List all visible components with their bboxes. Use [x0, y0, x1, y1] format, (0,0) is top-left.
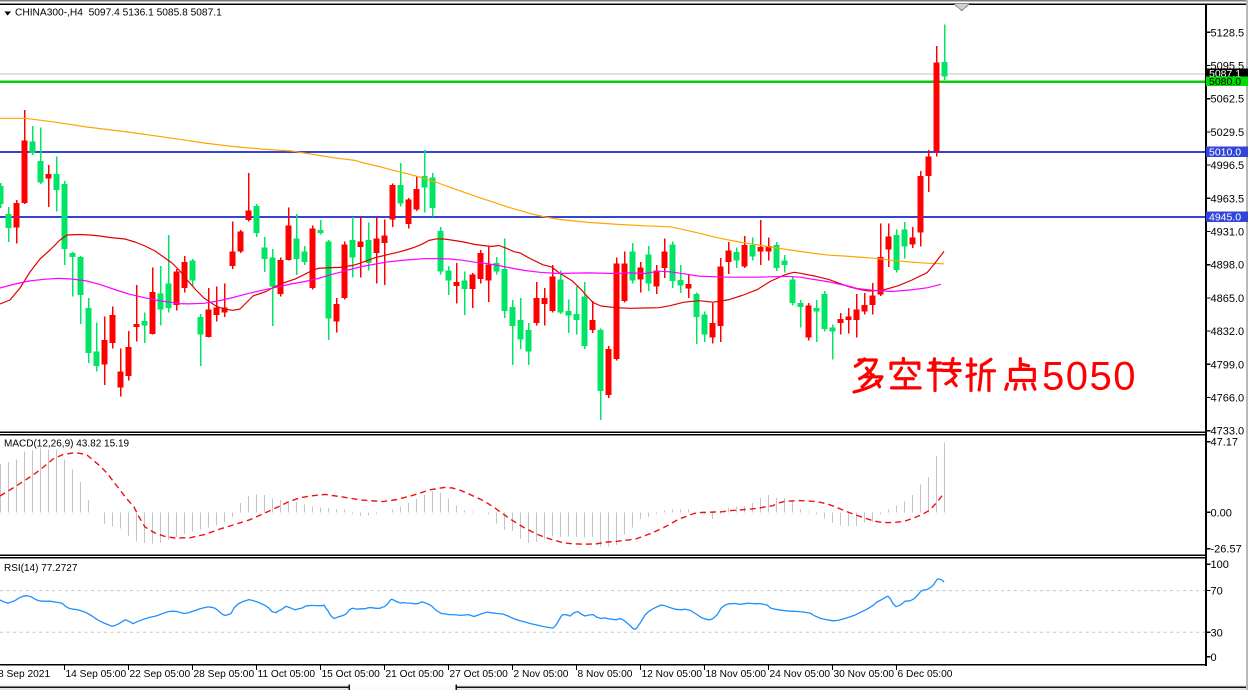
svg-text:30 Nov 05:00: 30 Nov 05:00: [834, 669, 895, 680]
svg-text:5062.5: 5062.5: [1211, 94, 1245, 106]
svg-text:18 Nov 05:00: 18 Nov 05:00: [706, 669, 767, 680]
svg-text:MACD(12,26,9) 43.82 15.19: MACD(12,26,9) 43.82 15.19: [4, 439, 130, 450]
svg-text:27 Oct 05:00: 27 Oct 05:00: [450, 669, 509, 680]
svg-text:4766.0: 4766.0: [1211, 393, 1245, 405]
svg-text:8 Sep 2021: 8 Sep 2021: [0, 669, 50, 680]
svg-text:4996.5: 4996.5: [1211, 160, 1245, 172]
svg-text:4799.0: 4799.0: [1211, 359, 1245, 371]
svg-text:6 Dec 05:00: 6 Dec 05:00: [898, 669, 953, 680]
svg-text:4931.0: 4931.0: [1211, 227, 1245, 239]
svg-text:30: 30: [1211, 627, 1223, 639]
svg-text:RSI(14) 77.2727: RSI(14) 77.2727: [4, 563, 78, 574]
svg-text:4898.0: 4898.0: [1211, 260, 1245, 272]
svg-text:4945.0: 4945.0: [1209, 212, 1241, 224]
svg-text:100: 100: [1211, 559, 1229, 571]
svg-text:11 Oct 05:00: 11 Oct 05:00: [258, 669, 316, 680]
svg-text:5010.0: 5010.0: [1209, 147, 1241, 159]
svg-text:4865.0: 4865.0: [1211, 293, 1245, 305]
svg-text:28 Sep 05:00: 28 Sep 05:00: [194, 669, 255, 680]
svg-text:4832.0: 4832.0: [1211, 326, 1245, 338]
svg-text:4963.5: 4963.5: [1211, 193, 1245, 205]
svg-text:8 Nov 05:00: 8 Nov 05:00: [578, 669, 633, 680]
svg-text:22 Sep 05:00: 22 Sep 05:00: [130, 669, 191, 680]
svg-text:21 Oct 05:00: 21 Oct 05:00: [386, 669, 445, 680]
svg-text:24 Nov 05:00: 24 Nov 05:00: [770, 669, 831, 680]
svg-text:14 Sep 05:00: 14 Sep 05:00: [66, 669, 127, 680]
svg-text:12 Nov 05:00: 12 Nov 05:00: [642, 669, 703, 680]
svg-text:-26.57: -26.57: [1211, 544, 1242, 556]
svg-text:70: 70: [1211, 586, 1223, 598]
svg-text:0.00: 0.00: [1211, 507, 1232, 519]
svg-text:CHINA300-,H4 5097.4 5136.1 50: CHINA300-,H4 5097.4 5136.1 5085.8 5087.1: [15, 8, 222, 19]
svg-text:47.17: 47.17: [1211, 437, 1239, 449]
svg-text:5050: 5050: [1042, 355, 1137, 399]
svg-text:5128.5: 5128.5: [1211, 27, 1245, 39]
svg-text:15 Oct 05:00: 15 Oct 05:00: [322, 669, 381, 680]
svg-text:2 Nov 05:00: 2 Nov 05:00: [514, 669, 569, 680]
svg-text:5029.5: 5029.5: [1211, 127, 1245, 139]
svg-text:5080.0: 5080.0: [1209, 76, 1241, 88]
svg-text:4733.0: 4733.0: [1211, 426, 1245, 438]
svg-text:0: 0: [1211, 652, 1217, 664]
